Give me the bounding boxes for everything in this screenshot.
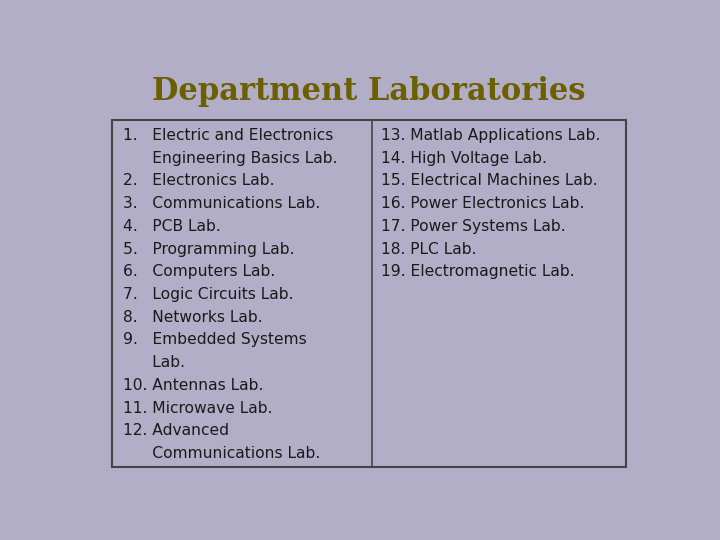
Text: 14. High Voltage Lab.: 14. High Voltage Lab. [381,151,546,166]
Text: 18. PLC Lab.: 18. PLC Lab. [381,241,477,256]
Text: 17. Power Systems Lab.: 17. Power Systems Lab. [381,219,565,234]
Text: 10. Antennas Lab.: 10. Antennas Lab. [122,378,263,393]
Text: 6.   Computers Lab.: 6. Computers Lab. [122,264,275,279]
Text: 12. Advanced: 12. Advanced [122,423,228,438]
Text: Engineering Basics Lab.: Engineering Basics Lab. [122,151,337,166]
Text: Department Laboratories: Department Laboratories [152,76,586,107]
Text: Lab.: Lab. [122,355,184,370]
Text: 19. Electromagnetic Lab.: 19. Electromagnetic Lab. [381,264,575,279]
Text: 3.   Communications Lab.: 3. Communications Lab. [122,196,320,211]
Text: 16. Power Electronics Lab.: 16. Power Electronics Lab. [381,196,584,211]
Text: 15. Electrical Machines Lab.: 15. Electrical Machines Lab. [381,173,598,188]
Text: 8.   Networks Lab.: 8. Networks Lab. [122,309,262,325]
Text: 9.   Embedded Systems: 9. Embedded Systems [122,333,306,347]
Text: 1.   Electric and Electronics: 1. Electric and Electronics [122,128,333,143]
Text: 5.   Programming Lab.: 5. Programming Lab. [122,241,294,256]
Text: Communications Lab.: Communications Lab. [122,446,320,461]
Text: 11. Microwave Lab.: 11. Microwave Lab. [122,401,272,415]
Text: 4.   PCB Lab.: 4. PCB Lab. [122,219,220,234]
Text: 2.   Electronics Lab.: 2. Electronics Lab. [122,173,274,188]
FancyBboxPatch shape [112,120,626,467]
Text: 7.   Logic Circuits Lab.: 7. Logic Circuits Lab. [122,287,293,302]
Text: 13. Matlab Applications Lab.: 13. Matlab Applications Lab. [381,128,600,143]
